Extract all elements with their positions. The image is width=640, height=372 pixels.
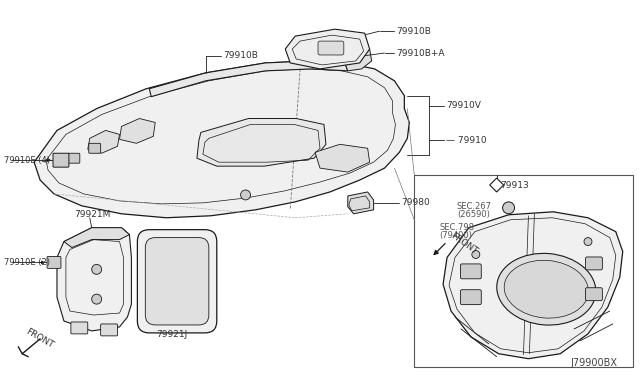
Text: — 79910: — 79910	[446, 136, 486, 145]
FancyBboxPatch shape	[586, 257, 602, 270]
Polygon shape	[348, 192, 374, 214]
Polygon shape	[88, 131, 120, 153]
FancyBboxPatch shape	[89, 143, 100, 153]
Text: SEC.798: SEC.798	[439, 223, 474, 232]
Polygon shape	[315, 144, 370, 172]
Polygon shape	[197, 119, 326, 166]
Text: 79910B: 79910B	[396, 27, 431, 36]
Text: FRONT: FRONT	[449, 231, 479, 256]
Polygon shape	[345, 49, 372, 71]
Circle shape	[92, 294, 102, 304]
Circle shape	[241, 190, 250, 200]
Polygon shape	[34, 61, 410, 218]
FancyBboxPatch shape	[100, 324, 118, 336]
FancyBboxPatch shape	[53, 153, 69, 167]
Polygon shape	[149, 61, 348, 97]
FancyBboxPatch shape	[460, 290, 481, 305]
Polygon shape	[443, 212, 623, 359]
Circle shape	[502, 202, 515, 214]
Text: 79910B: 79910B	[223, 51, 258, 61]
Text: 79921J: 79921J	[156, 330, 188, 339]
Text: 79910E (2): 79910E (2)	[4, 258, 51, 267]
Circle shape	[92, 264, 102, 274]
Polygon shape	[490, 178, 504, 192]
Text: 79910E (4): 79910E (4)	[4, 156, 51, 165]
FancyBboxPatch shape	[138, 230, 217, 333]
Ellipse shape	[497, 253, 596, 325]
Text: 79910V: 79910V	[446, 101, 481, 110]
Text: (26590): (26590)	[457, 210, 490, 219]
Polygon shape	[285, 29, 370, 69]
Text: (79400): (79400)	[439, 231, 472, 240]
Text: 79980: 79980	[401, 198, 430, 207]
FancyBboxPatch shape	[68, 153, 80, 163]
FancyBboxPatch shape	[460, 264, 481, 279]
FancyBboxPatch shape	[586, 288, 602, 301]
FancyBboxPatch shape	[71, 322, 88, 334]
Circle shape	[472, 250, 480, 259]
Polygon shape	[120, 119, 156, 143]
Polygon shape	[64, 228, 129, 247]
FancyBboxPatch shape	[47, 256, 61, 268]
Text: FRONT: FRONT	[24, 327, 55, 350]
FancyBboxPatch shape	[318, 41, 344, 55]
Text: 79921M: 79921M	[74, 210, 110, 219]
FancyBboxPatch shape	[145, 238, 209, 325]
Circle shape	[584, 238, 592, 246]
Text: SEC.267: SEC.267	[457, 202, 492, 211]
Polygon shape	[57, 228, 131, 331]
Text: 79910B+A: 79910B+A	[396, 48, 445, 58]
Text: 79913: 79913	[500, 180, 529, 189]
Ellipse shape	[504, 260, 588, 318]
Text: J79900BX: J79900BX	[571, 357, 618, 368]
